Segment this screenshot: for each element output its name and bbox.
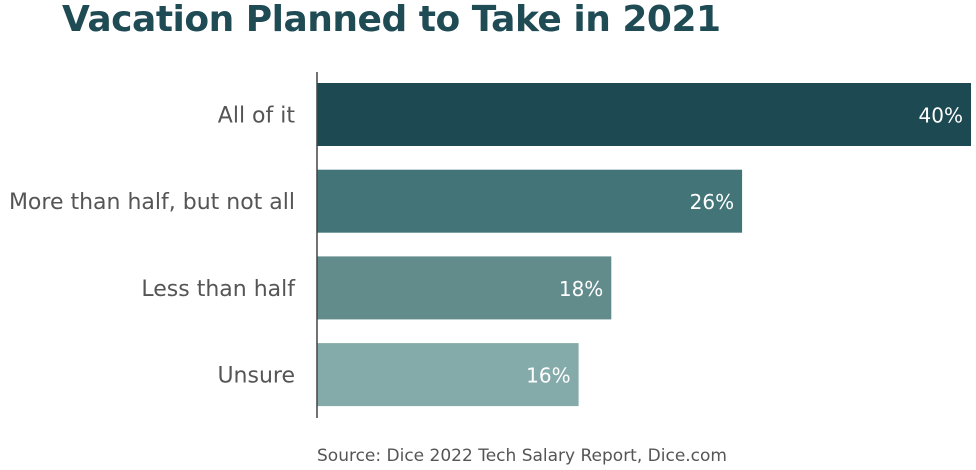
- bar: [317, 343, 579, 407]
- source-note: Source: Dice 2022 Tech Salary Report, Di…: [317, 446, 727, 466]
- category-label: Less than half: [141, 277, 296, 302]
- bar: [317, 256, 612, 320]
- category-label: Unsure: [217, 364, 295, 389]
- value-label: 40%: [919, 104, 963, 128]
- category-label: All of it: [218, 104, 296, 129]
- value-label: 16%: [526, 364, 570, 388]
- category-labels-group: All of it More than half, but not all Less…: [9, 104, 296, 389]
- bar: [317, 83, 971, 146]
- bar: [317, 169, 743, 233]
- chart-title: Vacation Planned to Take in 2021: [62, 0, 721, 40]
- value-label: 26%: [690, 190, 734, 214]
- value-label: 18%: [559, 277, 603, 301]
- value-labels-group: 40% 26% 18% 16%: [526, 104, 963, 388]
- category-label: More than half, but not all: [9, 190, 295, 215]
- bars-group: [317, 83, 971, 407]
